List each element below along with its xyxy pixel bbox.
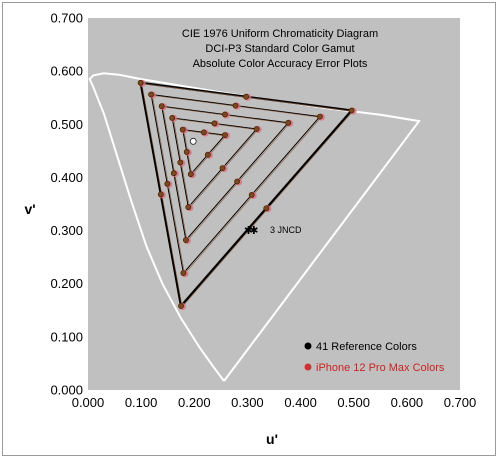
- x-tick-label: 0.700: [444, 395, 477, 410]
- legend-label-device: iPhone 12 Pro Max Colors: [316, 362, 445, 374]
- color-points-layer: [137, 79, 357, 311]
- y-tick-label: 0.500: [50, 117, 83, 132]
- reference-color-point: [180, 270, 187, 276]
- x-tick-label: 0.500: [337, 395, 370, 410]
- y-tick-label: 0.400: [50, 170, 83, 185]
- reference-color-point: [232, 102, 239, 109]
- title-line-2: DCI-P3 Standard Color Gamut: [205, 43, 354, 55]
- jncd-label: 3 JNCD: [270, 225, 302, 235]
- white-point: [189, 137, 197, 145]
- reference-color-point: [234, 178, 240, 185]
- reference-color-point: [348, 107, 355, 114]
- reference-color-point: [211, 120, 218, 127]
- reference-color-point: [179, 126, 186, 133]
- jncd-annotation: 3 JNCD ✱✱: [244, 225, 302, 237]
- reference-color-point: [243, 93, 249, 100]
- reference-color-point: [182, 237, 189, 243]
- y-tick-label: 0.000: [50, 383, 83, 398]
- jncd-markers: ✱✱: [244, 225, 259, 237]
- reference-color-point: [148, 91, 154, 98]
- reference-color-point: [170, 170, 177, 177]
- x-tick-label: 0.400: [284, 395, 317, 410]
- x-tick-label: 0.200: [178, 395, 211, 410]
- x-tick-label: 0.300: [231, 395, 264, 410]
- reference-color-point: [248, 191, 255, 198]
- legend-marker-reference: [304, 342, 312, 350]
- reference-color-point: [263, 205, 270, 212]
- legend: 41 Reference Colors iPhone 12 Pro Max Co…: [304, 341, 445, 374]
- reference-color-point: [316, 113, 323, 120]
- reference-color-point: [177, 159, 184, 166]
- reference-color-point: [285, 119, 292, 126]
- reference-color-point: [200, 129, 207, 136]
- reference-color-point: [204, 151, 211, 158]
- reference-color-point: [137, 79, 144, 86]
- reference-color-point: [178, 303, 184, 309]
- x-tick-label: 0.100: [125, 395, 158, 410]
- tick-labels-layer: 0.000 0.100 0.200 0.300 0.400 0.500 0.600 0.700…: [50, 11, 476, 411]
- title-line-3: Absolute Color Accuracy Error Plots: [193, 58, 368, 70]
- y-tick-label: 0.700: [50, 11, 83, 26]
- reference-color-point: [221, 132, 228, 138]
- reference-color-point: [183, 148, 190, 155]
- reference-color-point: [219, 165, 226, 171]
- legend-label-reference: 41 Reference Colors: [316, 341, 417, 353]
- x-tick-label: 0.000: [72, 395, 105, 410]
- reference-color-point: [221, 111, 228, 118]
- title-line-1: CIE 1976 Uniform Chromaticity Diagram: [182, 28, 378, 40]
- legend-marker-device: [304, 363, 312, 371]
- reference-color-point: [185, 204, 192, 211]
- jncd-star-icon: ✱: [244, 225, 253, 237]
- y-tick-label: 0.600: [50, 64, 83, 79]
- reference-color-point: [157, 191, 164, 198]
- jncd-star-icon: ✱: [249, 225, 258, 237]
- y-tick-label: 0.300: [50, 223, 83, 238]
- x-tick-label: 0.600: [391, 395, 424, 410]
- reference-color-point: [253, 126, 260, 132]
- reference-color-point: [158, 103, 165, 110]
- y-tick-label: 0.200: [50, 276, 83, 291]
- plot-area: [88, 18, 460, 390]
- chart-title: CIE 1976 Uniform Chromaticity Diagram DC…: [182, 28, 378, 70]
- chart-frame: [2, 2, 496, 456]
- reference-color-point: [187, 171, 194, 178]
- reference-color-point: [164, 180, 171, 187]
- y-tick-label: 0.100: [50, 329, 83, 344]
- y-axis-title: v': [24, 201, 35, 217]
- x-axis-title: u': [266, 431, 278, 447]
- reference-color-point: [169, 115, 176, 121]
